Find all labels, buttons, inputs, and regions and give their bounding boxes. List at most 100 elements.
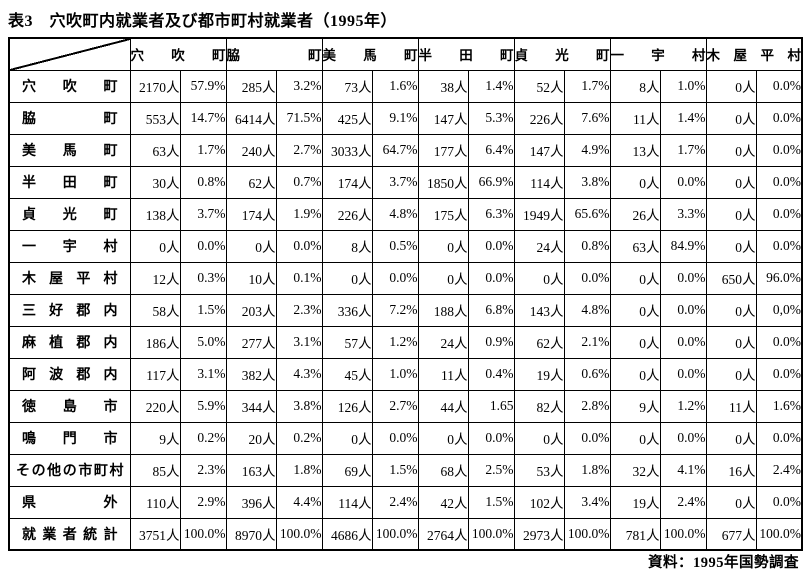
count-cell: 42人 [417, 485, 469, 519]
table-row: 半田町 30人 0.8% 62人 0.7% 174人 3.7% 1850人 66.9% 114人 3… [8, 165, 803, 199]
percent-cell: 4.8% [371, 197, 419, 231]
count-cell: 117人 [129, 357, 181, 391]
percent-cell: 3.4% [563, 485, 611, 519]
percent-cell: 4.4% [275, 485, 323, 519]
percent-cell: 100.0% [179, 517, 227, 551]
count-cell: 0人 [705, 101, 757, 135]
count-cell: 174人 [225, 197, 277, 231]
percent-cell: 5.0% [179, 325, 227, 359]
column-header: 穴吹町 [129, 37, 227, 71]
count-cell: 226人 [513, 101, 565, 135]
percent-cell: 4.9% [563, 133, 611, 167]
count-cell: 382人 [225, 357, 277, 391]
table-row: 阿波郡内 117人 3.1% 382人 4.3% 45人 1.0% 11人 0.4% 19人 0.6… [8, 357, 803, 391]
count-cell: 8970人 [225, 517, 277, 551]
percent-cell: 2.1% [563, 325, 611, 359]
row-label: 鳴門市 [8, 421, 131, 455]
count-cell: 26人 [609, 197, 661, 231]
row-label: その他の市町村 [8, 453, 131, 487]
row-label: 一宇村 [8, 229, 131, 263]
count-cell: 0人 [705, 357, 757, 391]
count-cell: 0人 [513, 261, 565, 295]
count-cell: 0人 [609, 325, 661, 359]
count-cell: 186人 [129, 325, 181, 359]
count-cell: 147人 [513, 133, 565, 167]
percent-cell: 3.7% [179, 197, 227, 231]
percent-cell: 0.0% [755, 101, 803, 135]
percent-cell: 1.4% [659, 101, 707, 135]
column-header: 一宇村 [609, 37, 707, 71]
percent-cell: 2.4% [371, 485, 419, 519]
percent-cell: 1.0% [659, 69, 707, 103]
percent-cell: 0.0% [179, 229, 227, 263]
count-cell: 650人 [705, 261, 757, 295]
count-cell: 0人 [705, 421, 757, 455]
count-cell: 1949人 [513, 197, 565, 231]
count-cell: 188人 [417, 293, 469, 327]
percent-cell: 1.7% [659, 133, 707, 167]
count-cell: 12人 [129, 261, 181, 295]
column-header: 脇町 [225, 37, 323, 71]
table-row: 貞光町 138人 3.7% 174人 1.9% 226人 4.8% 175人 6.3% 1949人… [8, 197, 803, 231]
row-label: 貞光町 [8, 197, 131, 231]
percent-cell: 3.7% [371, 165, 419, 199]
commuting-workers-table: 穴吹町 脇町 美馬町 半田町 貞光町 一宇村 木屋平村 穴吹町 2170人 57.9% 285人 3… [8, 37, 803, 551]
percent-cell: 1.6% [371, 69, 419, 103]
percent-cell: 3.1% [179, 357, 227, 391]
count-cell: 277人 [225, 325, 277, 359]
percent-cell: 0.1% [275, 261, 323, 295]
percent-cell: 2.5% [467, 453, 515, 487]
count-cell: 0人 [417, 229, 469, 263]
count-cell: 24人 [417, 325, 469, 359]
row-label: 美馬町 [8, 133, 131, 167]
count-cell: 19人 [513, 357, 565, 391]
percent-cell: 0.0% [659, 357, 707, 391]
count-cell: 0人 [705, 229, 757, 263]
percent-cell: 0.0% [755, 165, 803, 199]
percent-cell: 6.3% [467, 197, 515, 231]
count-cell: 344人 [225, 389, 277, 423]
count-cell: 0人 [705, 165, 757, 199]
percent-cell: 0.0% [755, 357, 803, 391]
percent-cell: 6.8% [467, 293, 515, 327]
count-cell: 336人 [321, 293, 373, 327]
table-row: 麻植郡内 186人 5.0% 277人 3.1% 57人 1.2% 24人 0.9% 62人 2.1… [8, 325, 803, 359]
percent-cell: 1.2% [659, 389, 707, 423]
percent-cell: 64.7% [371, 133, 419, 167]
percent-cell: 0.0% [371, 421, 419, 455]
percent-cell: 9.1% [371, 101, 419, 135]
percent-cell: 3.8% [275, 389, 323, 423]
percent-cell: 66.9% [467, 165, 515, 199]
count-cell: 240人 [225, 133, 277, 167]
percent-cell: 0.0% [563, 421, 611, 455]
percent-cell: 0.0% [659, 165, 707, 199]
percent-cell: 100.0% [371, 517, 419, 551]
count-cell: 677人 [705, 517, 757, 551]
percent-cell: 84.9% [659, 229, 707, 263]
row-label: 徳島市 [8, 389, 131, 423]
count-cell: 220人 [129, 389, 181, 423]
count-cell: 0人 [609, 261, 661, 295]
column-header: 半田町 [417, 37, 515, 71]
column-header: 木屋平村 [705, 37, 803, 71]
count-cell: 11人 [705, 389, 757, 423]
percent-cell: 4.1% [659, 453, 707, 487]
percent-cell: 0.0% [275, 229, 323, 263]
count-cell: 3033人 [321, 133, 373, 167]
percent-cell: 0,0% [755, 293, 803, 327]
percent-cell: 96.0% [755, 261, 803, 295]
count-cell: 24人 [513, 229, 565, 263]
count-cell: 143人 [513, 293, 565, 327]
row-label: 阿波郡内 [8, 357, 131, 391]
percent-cell: 5.3% [467, 101, 515, 135]
table-row: 鳴門市 9人 0.2% 20人 0.2% 0人 0.0% 0人 0.0% 0人 0.0% 0人 0.0%… [8, 421, 803, 455]
count-cell: 58人 [129, 293, 181, 327]
percent-cell: 4.3% [275, 357, 323, 391]
count-cell: 6414人 [225, 101, 277, 135]
count-cell: 177人 [417, 133, 469, 167]
percent-cell: 0.0% [659, 421, 707, 455]
count-cell: 44人 [417, 389, 469, 423]
percent-cell: 1.7% [179, 133, 227, 167]
percent-cell: 0.2% [179, 421, 227, 455]
